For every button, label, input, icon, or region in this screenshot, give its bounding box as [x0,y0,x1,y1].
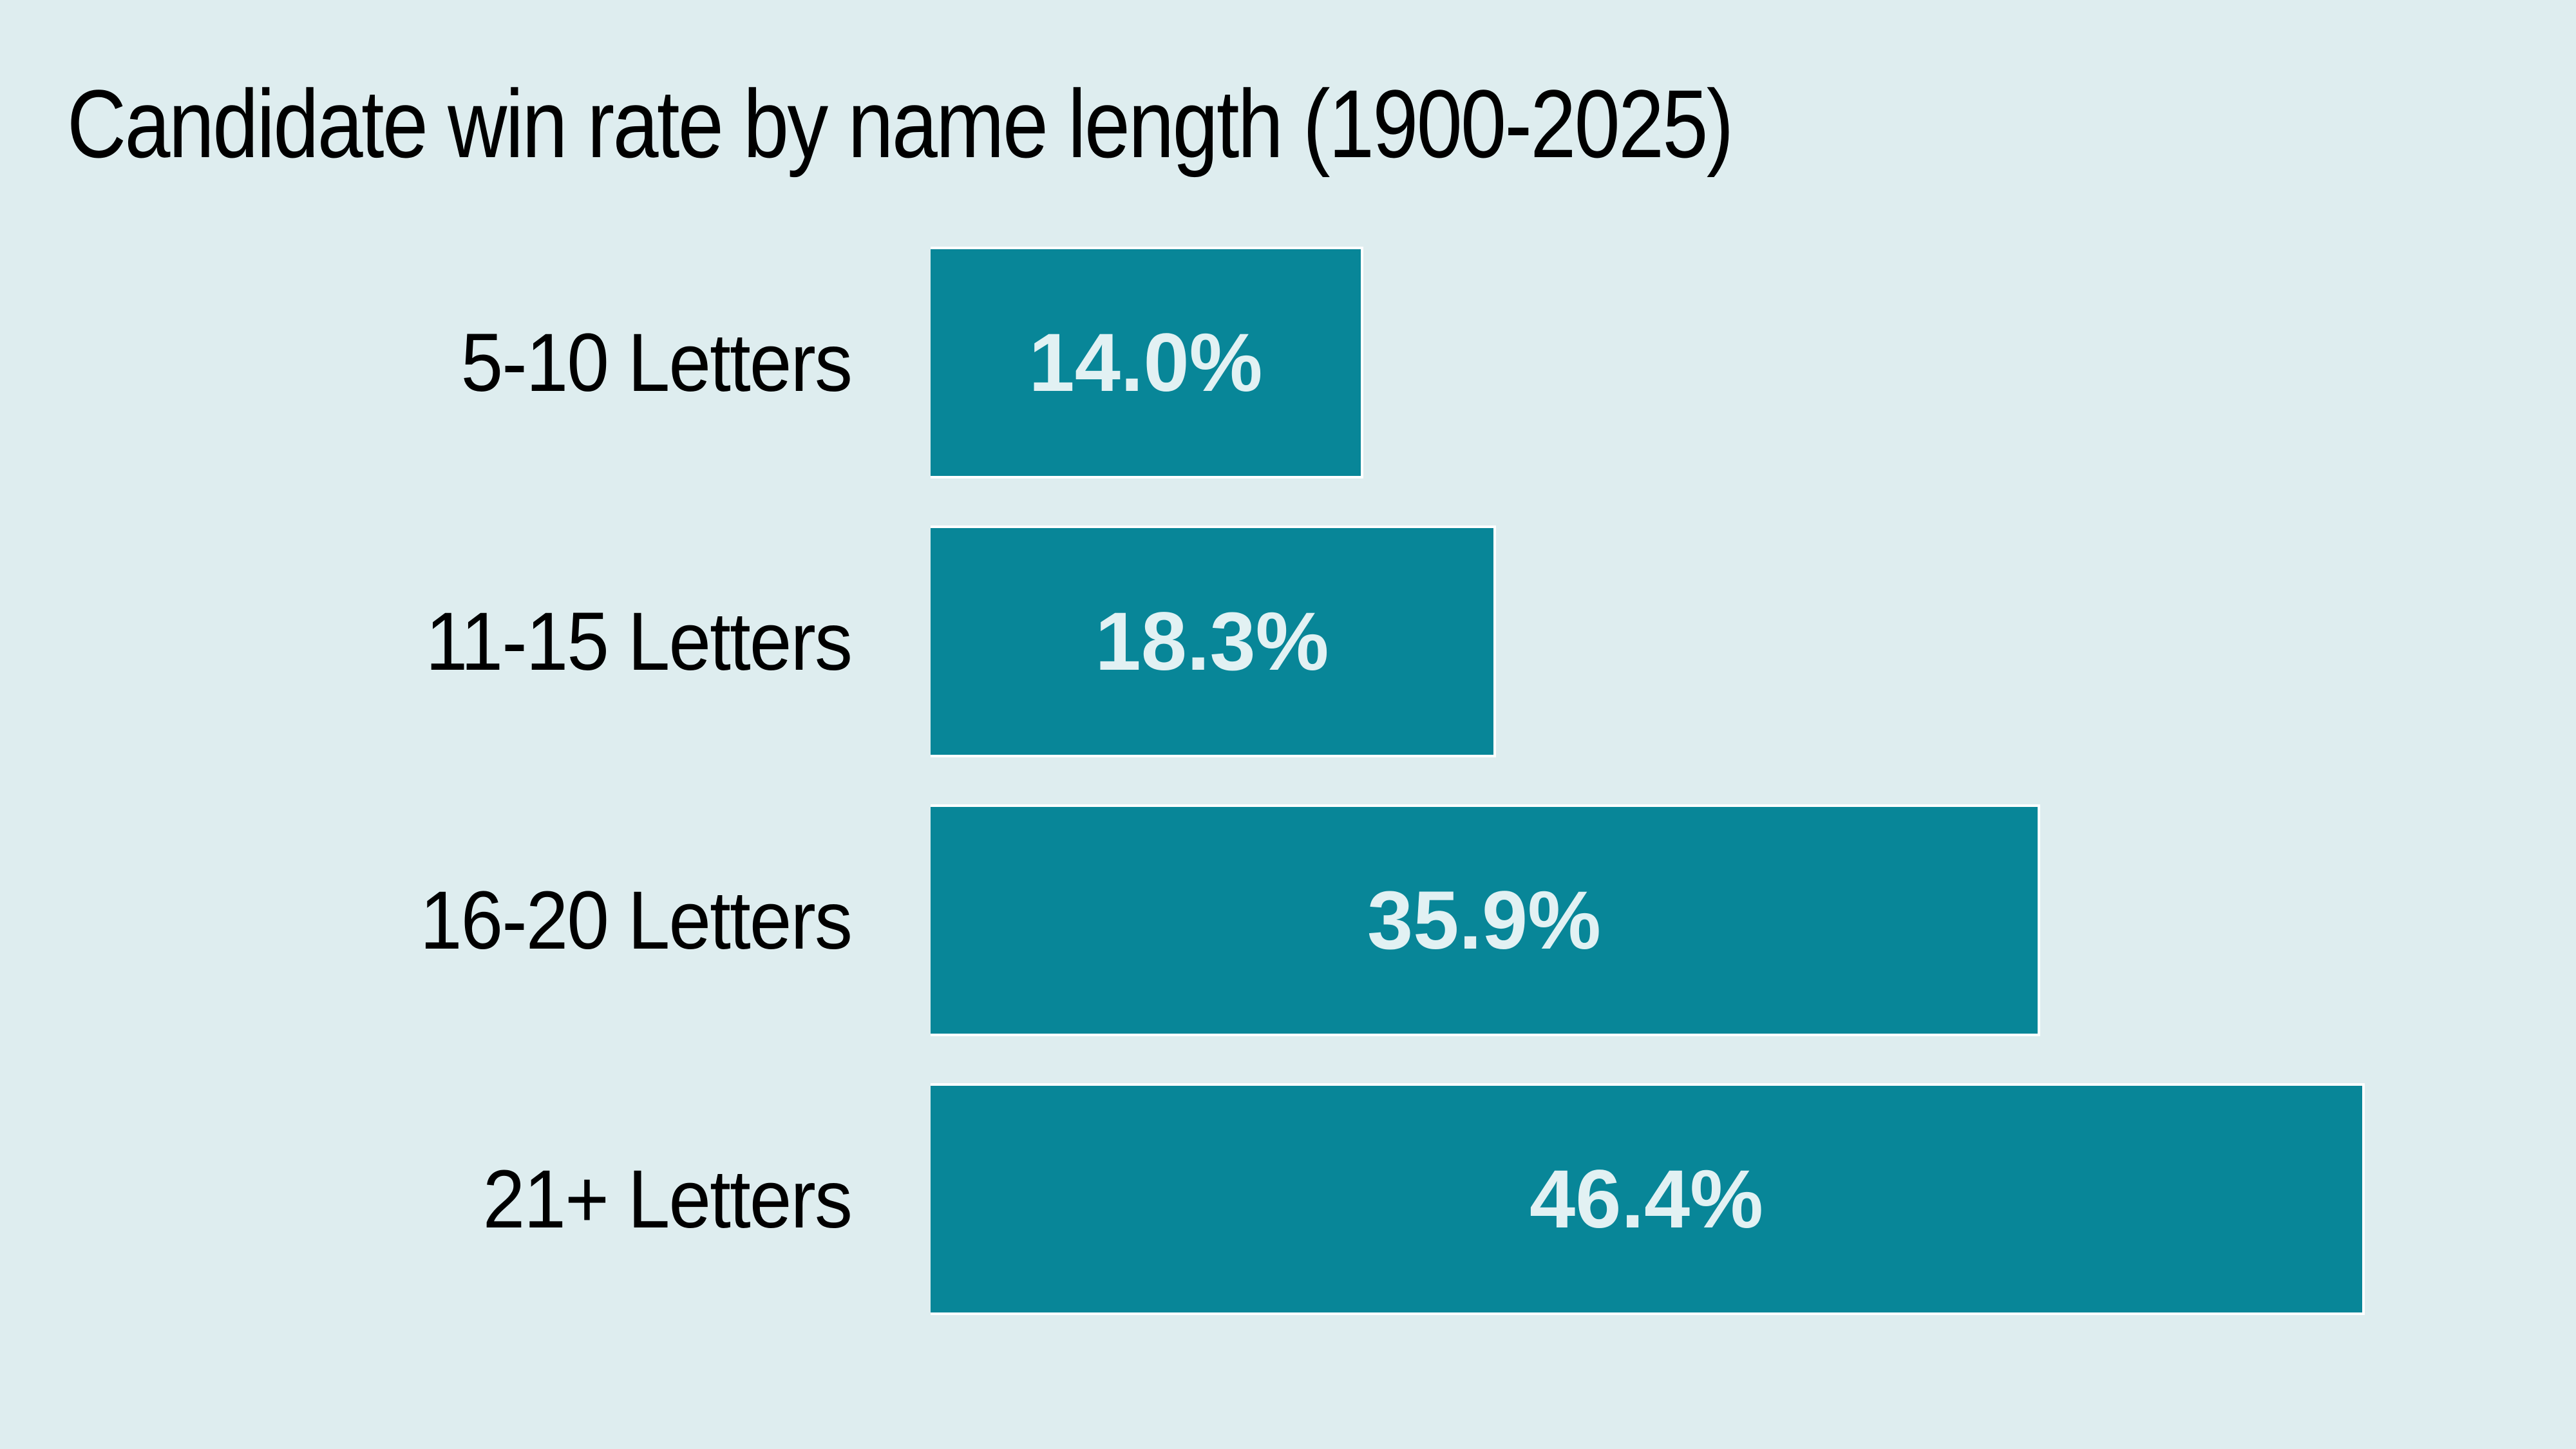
bar-value-label: 35.9% [1367,874,1601,967]
chart-row: 21+ Letters 46.4% [0,1083,2365,1315]
bar-chart: 5-10 Letters 14.0% 11-15 Letters 18.3% 1… [0,247,2365,1362]
bar: 14.0% [931,247,1363,478]
category-label: 21+ Letters [482,1153,853,1245]
chart-title: Candidate win rate by name length (1900-… [67,70,1734,178]
bar-value-label: 46.4% [1530,1153,1763,1245]
category-label: 5-10 Letters [460,316,853,409]
chart-row: 5-10 Letters 14.0% [0,247,2365,478]
bar: 35.9% [931,804,2040,1036]
bar-value-label: 18.3% [1095,595,1329,688]
category-label: 11-15 Letters [425,595,853,688]
category-label: 16-20 Letters [420,874,853,967]
chart-row: 16-20 Letters 35.9% [0,804,2365,1036]
bar-value-label: 14.0% [1028,316,1263,409]
chart-row: 11-15 Letters 18.3% [0,526,2365,757]
bar: 46.4% [931,1083,2365,1315]
bar: 18.3% [931,526,1496,757]
